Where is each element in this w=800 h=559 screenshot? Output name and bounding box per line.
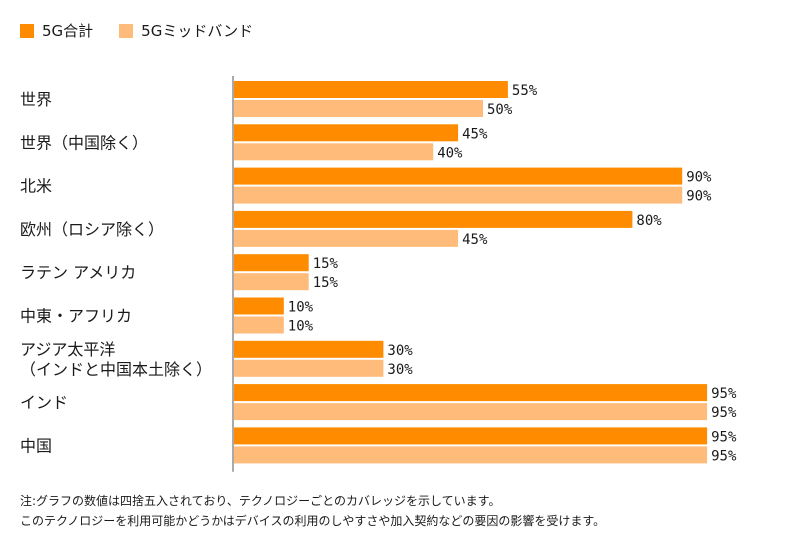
footnote-line-2: このテクノロジーを利用可能かどうかはデバイスの利用のしやすさや加入契約などの要因… — [20, 514, 606, 528]
value-label-5g-midband: 15% — [313, 275, 339, 291]
bar-5g-total — [234, 384, 708, 402]
value-label-5g-midband: 10% — [288, 319, 314, 335]
category-label: （インドと中国本土除く） — [20, 360, 212, 379]
legend-label-5g-midband: 5Gミッドバンド — [141, 22, 254, 40]
bar-5g-midband — [234, 316, 284, 334]
bar-5g-midband — [234, 403, 708, 421]
value-label-5g-midband: 95% — [711, 448, 737, 464]
category-label: 欧州（ロシア除く） — [20, 220, 164, 239]
category-label: 北米 — [20, 177, 52, 196]
value-label-5g-total: 10% — [288, 300, 314, 316]
category-label: 中東・アフリカ — [20, 307, 132, 326]
value-label-5g-total: 95% — [711, 429, 737, 445]
footnote-line-1: 注:グラフの数値は四捨五入されており、テクノロジーごとのカバレッジを示しています… — [20, 494, 501, 508]
bar-5g-midband — [234, 186, 683, 204]
value-label-5g-total: 80% — [636, 213, 662, 229]
legend-item-5g-midband: 5Gミッドバンド — [119, 20, 253, 41]
value-label-5g-total: 45% — [462, 126, 488, 142]
legend-item-5g-total: 5G合計 — [20, 20, 93, 41]
category-label: 中国 — [20, 436, 52, 455]
bar-5g-midband — [234, 359, 384, 377]
bar-5g-midband — [234, 229, 459, 247]
bar-5g-total — [234, 427, 708, 445]
legend-label-5g-total: 5G合計 — [42, 22, 94, 40]
value-label-5g-total: 55% — [512, 83, 538, 99]
bar-5g-midband — [234, 446, 708, 464]
legend: 5G合計 5Gミッドバンド — [20, 20, 279, 41]
category-label: インド — [20, 393, 68, 412]
bar-5g-total — [234, 167, 683, 185]
legend-swatch-5g-midband — [119, 23, 134, 38]
bar-5g-total — [234, 210, 633, 228]
bar-5g-total — [234, 340, 384, 358]
bar-5g-total — [234, 297, 284, 315]
bar-5g-midband — [234, 143, 434, 161]
value-label-5g-midband: 30% — [387, 362, 413, 378]
bar-5g-total — [234, 81, 508, 98]
category-label: 世界 — [20, 90, 52, 109]
category-label: ラテン アメリカ — [20, 263, 136, 282]
value-label-5g-total: 15% — [313, 256, 339, 272]
footnote: 注:グラフの数値は四捨五入されており、テクノロジーごとのカバレッジを示しています… — [20, 491, 605, 531]
bar-5g-midband — [234, 100, 483, 117]
value-label-5g-total: 90% — [686, 170, 712, 186]
bar-5g-midband — [234, 273, 309, 291]
bar-5g-total — [234, 254, 309, 272]
category-label: 世界（中国除く） — [20, 133, 148, 152]
value-label-5g-midband: 50% — [487, 102, 513, 118]
value-label-5g-total: 95% — [711, 386, 737, 402]
bar-5g-total — [234, 124, 459, 142]
value-label-5g-midband: 40% — [437, 145, 463, 161]
category-label: アジア太平洋 — [20, 340, 115, 359]
value-label-5g-midband: 90% — [686, 189, 712, 205]
legend-swatch-5g-total — [20, 23, 34, 38]
value-label-5g-midband: 95% — [711, 405, 737, 421]
bar-chart: 世界 55% 50% 世界（中国除く） 45% 40% 北米 90% 90% 欧州（ロシア除く） 8… — [20, 76, 737, 472]
value-label-5g-midband: 45% — [462, 232, 488, 248]
value-label-5g-total: 30% — [387, 343, 413, 359]
